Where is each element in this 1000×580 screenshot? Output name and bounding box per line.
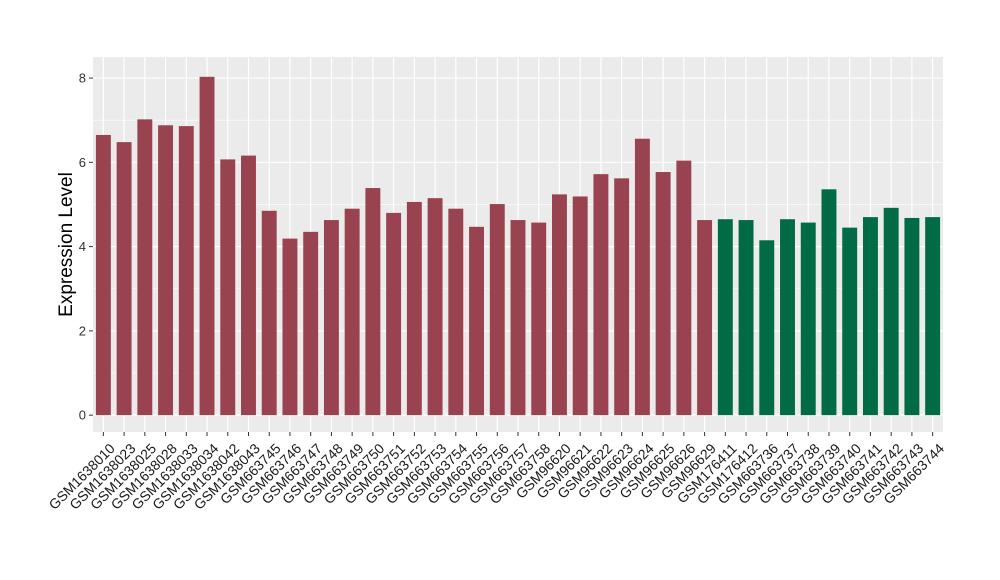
bar-GSM663756 bbox=[489, 204, 505, 416]
bar-GSM1638043 bbox=[241, 155, 256, 416]
bar-GSM176411 bbox=[717, 219, 733, 416]
bar-GSM1638042 bbox=[220, 159, 236, 416]
bar-GSM1638033 bbox=[178, 126, 194, 416]
bar-GSM663738 bbox=[800, 222, 816, 416]
y-tick-label: 8 bbox=[79, 71, 86, 86]
bar-GSM1638028 bbox=[158, 125, 174, 416]
bar-GSM663753 bbox=[427, 198, 443, 416]
bar-GSM663758 bbox=[531, 222, 547, 416]
bar-GSM96626 bbox=[676, 160, 692, 416]
bar-GSM96629 bbox=[697, 220, 713, 416]
y-axis: 0 2 4 6 8 bbox=[79, 71, 93, 423]
bar-GSM663751 bbox=[386, 212, 402, 416]
bar-GSM96621 bbox=[572, 196, 588, 416]
bar-GSM663750 bbox=[365, 188, 381, 416]
x-axis: GSM1638010GSM1638023GSM1638025GSM1638028… bbox=[45, 432, 947, 513]
bar-GSM663737 bbox=[780, 219, 795, 416]
bar-GSM663742 bbox=[883, 207, 899, 416]
bar-GSM663748 bbox=[323, 220, 339, 416]
y-tick-label: 4 bbox=[79, 239, 86, 254]
bar-GSM96620 bbox=[552, 194, 567, 416]
bar-GSM663746 bbox=[282, 238, 298, 416]
bar-GSM663754 bbox=[448, 208, 464, 416]
bar-GSM96622 bbox=[593, 174, 609, 416]
bar-GSM663749 bbox=[344, 208, 360, 416]
bar-GSM96625 bbox=[655, 172, 671, 416]
bar-GSM663739 bbox=[821, 189, 837, 416]
bar-GSM663745 bbox=[261, 210, 277, 416]
bar-GSM663743 bbox=[904, 217, 920, 416]
y-tick-label: 0 bbox=[79, 408, 86, 423]
bar-GSM1638025 bbox=[137, 119, 153, 416]
y-tick-label: 6 bbox=[79, 155, 86, 170]
bar-GSM1638034 bbox=[199, 76, 215, 416]
bars bbox=[95, 76, 941, 416]
bar-GSM663755 bbox=[469, 226, 484, 416]
bar-GSM1638023 bbox=[116, 142, 132, 416]
bar-GSM663740 bbox=[842, 227, 858, 416]
bar-GSM176412 bbox=[738, 220, 754, 416]
bar-GSM663741 bbox=[862, 217, 878, 416]
bar-GSM663736 bbox=[759, 240, 775, 416]
bar-GSM663757 bbox=[510, 220, 526, 416]
y-axis-title: Expression Level bbox=[56, 172, 77, 317]
bar-GSM96623 bbox=[614, 178, 630, 416]
y-tick-label: 2 bbox=[79, 323, 86, 338]
bar-GSM96624 bbox=[634, 138, 650, 416]
bar-GSM663744 bbox=[925, 217, 941, 416]
bar-GSM663752 bbox=[406, 201, 422, 416]
bar-GSM663747 bbox=[303, 231, 319, 416]
bar-GSM1638010 bbox=[95, 134, 111, 416]
